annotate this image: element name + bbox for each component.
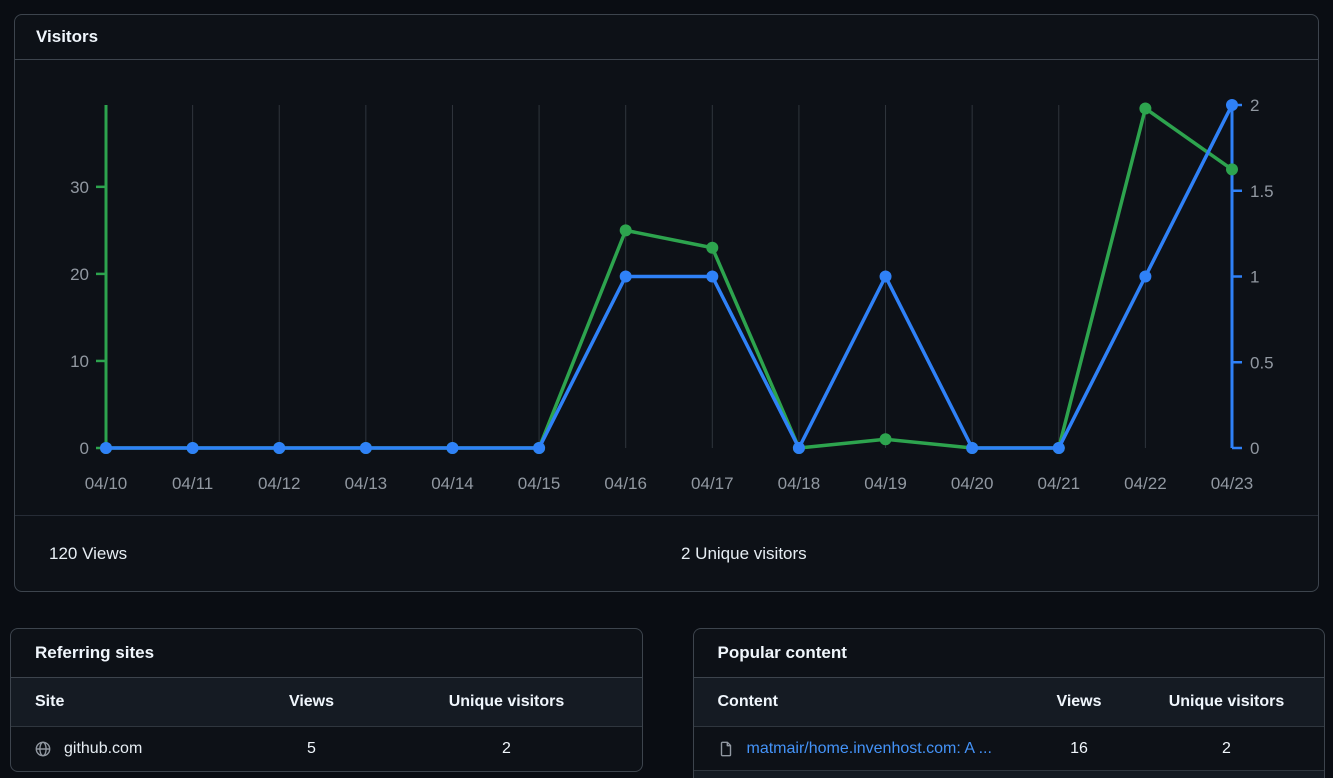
x-axis-tick-label: 04/20 bbox=[951, 474, 994, 493]
popular-content-views: 16 bbox=[1070, 739, 1088, 757]
unique-visitors-point[interactable] bbox=[359, 442, 372, 454]
x-axis-tick-label: 04/10 bbox=[85, 474, 128, 493]
visitors-title: Visitors bbox=[36, 27, 99, 46]
views-point[interactable] bbox=[1226, 163, 1238, 176]
popular-content-title: Popular content bbox=[717, 643, 847, 662]
x-axis-tick-label: 04/14 bbox=[431, 474, 474, 493]
referring-site-unique: 2 bbox=[502, 740, 511, 757]
col-header-unique-visitors: Unique visitors bbox=[1168, 693, 1285, 710]
popular-content-row: matmair/home.invenhost.com: A ... 16 2 bbox=[693, 727, 1324, 771]
unique-visitors-point[interactable] bbox=[186, 442, 199, 454]
popular-content-link[interactable]: matmair/home.invenhost.com: A ... bbox=[746, 739, 992, 757]
unique-visitors-point[interactable] bbox=[533, 442, 546, 454]
views-point[interactable] bbox=[706, 241, 719, 254]
referring-sites-card: Referring sites Site Views Unique visito… bbox=[10, 628, 643, 772]
referring-sites-table-head: Site Views Unique visitors bbox=[11, 678, 642, 727]
col-header-content: Content bbox=[717, 693, 778, 710]
unique-visitors-point[interactable] bbox=[706, 270, 719, 283]
left-axis-tick-label: 30 bbox=[70, 178, 89, 197]
views-point[interactable] bbox=[1139, 102, 1152, 115]
popular-content-card: Popular content Content Views Unique vis… bbox=[692, 628, 1325, 778]
referring-site-name: github.com bbox=[64, 740, 143, 757]
referring-site-row: github.com 5 2 bbox=[11, 727, 642, 771]
referring-sites-title: Referring sites bbox=[35, 643, 155, 662]
unique-visitors-point[interactable] bbox=[1139, 270, 1152, 283]
globe-icon bbox=[35, 741, 51, 757]
x-axis-tick-label: 04/11 bbox=[172, 474, 213, 493]
right-axis-tick-label: 1 bbox=[1250, 268, 1259, 287]
unique-visitors-point[interactable] bbox=[273, 442, 286, 454]
col-header-views: Views bbox=[1056, 693, 1102, 710]
x-axis-tick-label: 04/17 bbox=[691, 474, 734, 493]
unique-visitors-point[interactable] bbox=[100, 442, 112, 454]
x-axis-tick-label: 04/21 bbox=[1037, 474, 1080, 493]
right-axis-tick-label: 0 bbox=[1250, 439, 1259, 458]
x-axis-tick-label: 04/22 bbox=[1124, 474, 1167, 493]
left-axis-tick-label: 20 bbox=[70, 265, 89, 284]
file-icon bbox=[718, 741, 734, 757]
x-axis-tick-label: 04/18 bbox=[778, 474, 821, 493]
x-axis-tick-label: 04/16 bbox=[604, 474, 647, 493]
visitors-panel-header: Visitors bbox=[15, 15, 1318, 60]
visitors-chart-footer: 120 Views 2 Unique visitors bbox=[15, 515, 1318, 591]
x-axis-tick-label: 04/19 bbox=[864, 474, 907, 493]
views-point[interactable] bbox=[879, 433, 892, 446]
unique-visitors-line bbox=[104, 103, 1234, 450]
popular-content-unique: 2 bbox=[1222, 739, 1231, 757]
popular-content-table-head: Content Views Unique visitors bbox=[693, 678, 1324, 727]
unique-visitors-point[interactable] bbox=[619, 270, 632, 283]
unique-visitors-point[interactable] bbox=[879, 270, 892, 283]
right-axis-tick-label: 2 bbox=[1250, 96, 1259, 115]
unique-visitors-point[interactable] bbox=[792, 442, 805, 454]
unique-visitors-point[interactable] bbox=[966, 442, 979, 454]
referring-site-views: 5 bbox=[307, 740, 316, 757]
next-row-partial bbox=[693, 771, 1324, 778]
visitors-panel: Visitors 0 10 20 30 0 0.5 1 1.5 2 04/10 04/11 04/12… bbox=[14, 14, 1319, 592]
x-axis-tick-label: 04/13 bbox=[345, 474, 388, 493]
total-views-stat: 120 Views bbox=[49, 543, 128, 563]
referring-sites-header: Referring sites bbox=[11, 629, 642, 678]
left-axis-tick-label: 10 bbox=[70, 352, 89, 371]
col-header-unique-visitors: Unique visitors bbox=[448, 693, 565, 710]
unique-visitors-point[interactable] bbox=[446, 442, 459, 454]
traffic-tables-row: Referring sites Site Views Unique visito… bbox=[10, 628, 1325, 778]
right-axis-tick-label: 0.5 bbox=[1250, 353, 1274, 372]
x-axis-tick-label: 04/12 bbox=[258, 474, 301, 493]
visitors-chart-area: 0 10 20 30 0 0.5 1 1.5 2 04/10 04/11 04/12 04/13 04/1… bbox=[15, 60, 1318, 515]
col-header-views: Views bbox=[288, 693, 335, 710]
total-unique-visitors-stat: 2 Unique visitors bbox=[681, 543, 807, 563]
col-header-site: Site bbox=[35, 693, 65, 710]
right-axis-tick-label: 1.5 bbox=[1250, 182, 1274, 201]
x-axis-tick-label: 04/15 bbox=[518, 474, 561, 493]
visitors-chart: 0 10 20 30 0 0.5 1 1.5 2 04/10 04/11 04/12 04/13 04/1… bbox=[70, 96, 1274, 493]
views-point[interactable] bbox=[619, 224, 632, 237]
unique-visitors-point[interactable] bbox=[1052, 442, 1065, 454]
x-axis-tick-label: 04/23 bbox=[1211, 474, 1254, 493]
unique-visitors-point[interactable] bbox=[1226, 99, 1238, 111]
popular-content-header: Popular content bbox=[693, 629, 1324, 678]
left-axis-tick-label: 0 bbox=[80, 439, 89, 458]
